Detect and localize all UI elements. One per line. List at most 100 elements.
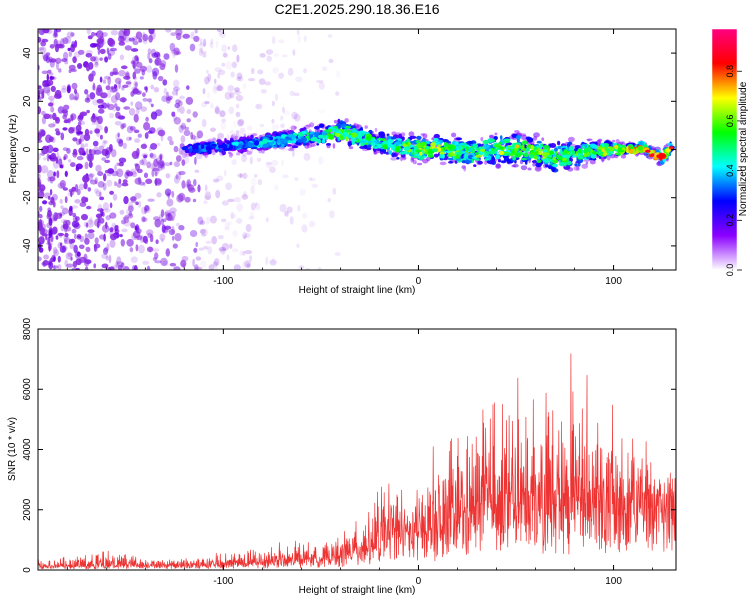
noise-speckle [133,129,140,134]
noise-speckle [116,168,124,178]
noise-speckle [38,36,42,43]
ridge-cell [550,160,554,163]
noise-speckle [69,93,75,101]
noise-speckle [250,178,257,187]
noise-speckle [67,159,72,163]
noise-speckle [225,182,233,191]
noise-speckle [73,96,78,101]
ridge-cell [626,145,629,152]
colorbar: 0.0 0.2 0.4 0.6 0.8 Normalized spectral ampl… [711,28,749,276]
noise-speckle [322,66,328,71]
noise-speckle [136,235,143,241]
noise-speckle [58,158,63,166]
ridge-cell [205,145,210,151]
noise-speckle [183,129,191,137]
noise-speckle [85,197,89,203]
ridge-cell [256,148,263,151]
noise-speckle [140,35,148,43]
noise-speckle [229,92,235,99]
ridge-cell [614,144,619,150]
noise-speckle [134,177,142,185]
noise-speckle [308,176,313,181]
noise-speckle [242,83,247,90]
noise-speckle [222,249,225,255]
noise-speckle [185,183,193,188]
noise-speckle [67,252,73,257]
noise-speckle [56,151,60,159]
noise-speckle [136,107,140,115]
noise-speckle [138,38,143,43]
noise-speckle [216,175,224,182]
ridge-cell [477,160,483,165]
noise-speckle [143,172,149,179]
noise-speckle [164,225,172,230]
noise-speckle [105,255,109,261]
noise-speckle [236,54,240,63]
noise-speckle [53,265,56,270]
ridge-cell [314,126,320,130]
noise-speckle [225,61,233,70]
noise-speckle [40,41,47,47]
noise-speckle [217,132,225,139]
ridge-cell [596,151,604,154]
ridge-cell [298,132,303,137]
noise-speckle [172,235,175,241]
noise-speckle [38,178,42,186]
noise-speckle [135,163,140,171]
noise-speckle [109,47,117,52]
noise-speckle [128,108,136,116]
noise-speckle [272,67,279,74]
noise-speckle [199,229,206,234]
noise-speckle [164,162,171,167]
noise-speckle [114,77,122,85]
ridge-cell [340,129,344,134]
noise-speckle [175,29,183,36]
noise-speckle [149,127,156,134]
ridge-cell [447,157,454,161]
noise-speckle [169,207,177,214]
noise-speckle [69,205,73,212]
noise-speckle [57,264,62,270]
noise-speckle [70,162,76,168]
noise-speckle [173,79,180,88]
ridge-cell [191,144,196,150]
noise-speckle [74,233,77,240]
ridge-cell [583,148,588,153]
noise-speckle [149,234,154,243]
noise-speckle [87,154,93,162]
ridge-cell [388,150,393,155]
ridge-cell [525,147,530,152]
x-tick-label: 0 [416,576,422,587]
noise-speckle [156,142,161,147]
noise-speckle [142,260,150,265]
noise-speckle [104,126,108,134]
noise-speckle [195,241,198,248]
noise-speckle [68,69,72,74]
noise-speckle [41,70,49,75]
noise-speckle [42,200,48,205]
noise-speckle [131,232,137,241]
noise-speckle [196,130,204,139]
noise-speckle [221,62,226,67]
noise-speckle [101,263,109,269]
noise-speckle [256,104,260,110]
ridge-cell [228,144,234,150]
ridge-cell [582,145,585,149]
noise-speckle [122,216,129,221]
noise-speckle [146,246,154,252]
noise-speckle [87,232,95,240]
noise-speckle [45,52,51,56]
noise-speckle [200,220,206,225]
noise-speckle [48,102,54,107]
noise-speckle [302,212,308,219]
ridge-cell [309,143,316,147]
noise-speckle [207,245,213,255]
noise-speckle [39,38,45,44]
noise-speckle [63,223,68,233]
ridge-cell [217,148,223,152]
noise-speckle [235,130,240,137]
noise-speckle [279,203,287,213]
noise-speckle [87,35,93,40]
noise-speckle [136,229,139,234]
noise-speckle [50,85,56,92]
